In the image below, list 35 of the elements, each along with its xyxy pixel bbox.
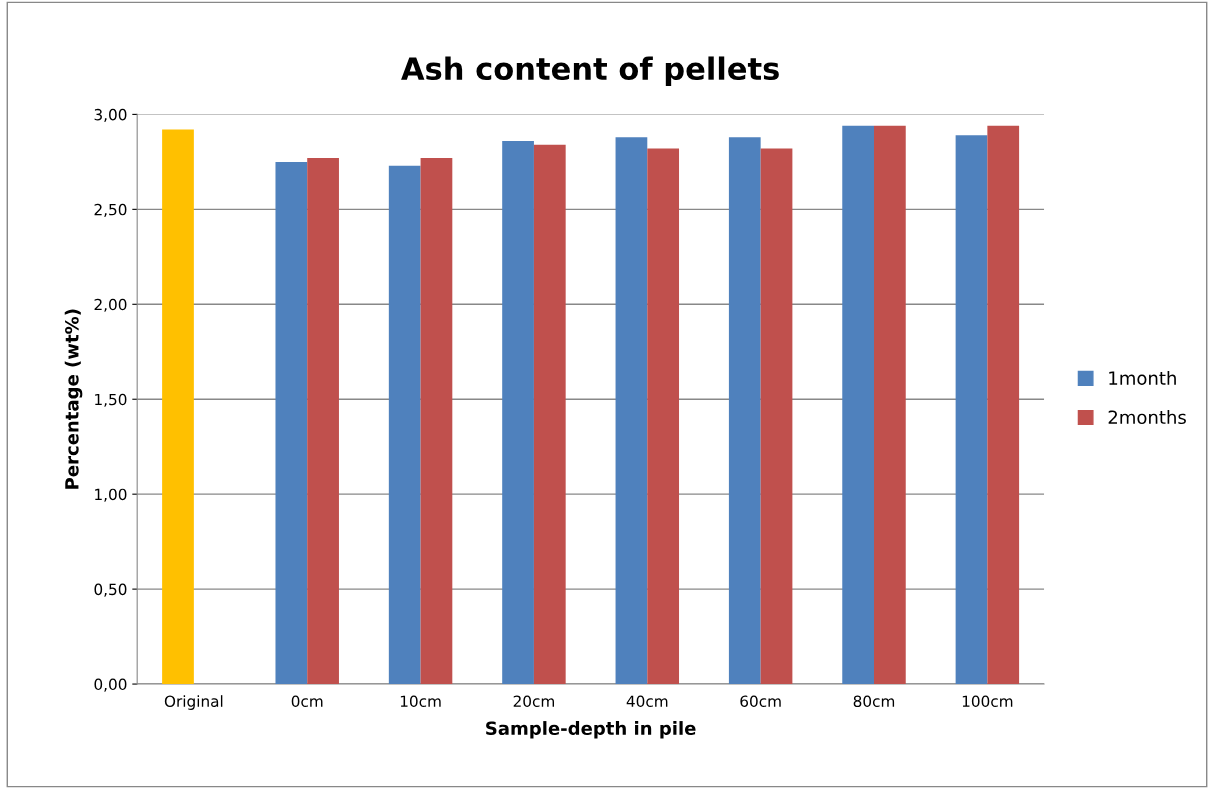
chart-title: Ash content of pellets [401,56,779,87]
bar [162,129,194,685]
x-tick-label: 0cm [291,695,323,707]
bar [760,148,793,685]
bar [955,135,988,685]
y-tick-label: 0,50 [94,583,127,597]
legend-label: 1month [1109,370,1176,385]
y-tick-label: 0,00 [94,678,127,692]
legend-label: 2months [1108,410,1186,425]
x-tick-label: 20cm [513,695,554,707]
bar [502,140,534,685]
bar [842,125,874,685]
y-tick-label: 3,00 [94,108,127,122]
bar [987,125,1020,685]
bar [420,158,453,685]
y-tick-label: 2,50 [94,203,127,217]
bar [874,125,906,685]
x-tick-label: 60cm [740,695,781,707]
bar [647,148,680,685]
bar [275,161,308,685]
bar [615,137,648,685]
x-tick-label: 100cm [962,695,1013,707]
x-axis-title: Sample-depth in pile [486,721,696,739]
x-tick-label: Original [164,695,223,710]
y-tick-label: 1,50 [95,393,127,407]
bar [307,158,339,685]
bar [533,144,566,685]
y-tick-label: 1,00 [95,488,127,502]
y-axis-title: Percentage (wt%) [64,309,83,489]
x-tick-label: 10cm [400,695,441,707]
x-tick-label: 80cm [853,695,895,707]
x-tick-label: 40cm [626,695,668,707]
bar [728,137,761,685]
y-tick-label: 2,00 [94,298,127,312]
bar [388,165,421,685]
